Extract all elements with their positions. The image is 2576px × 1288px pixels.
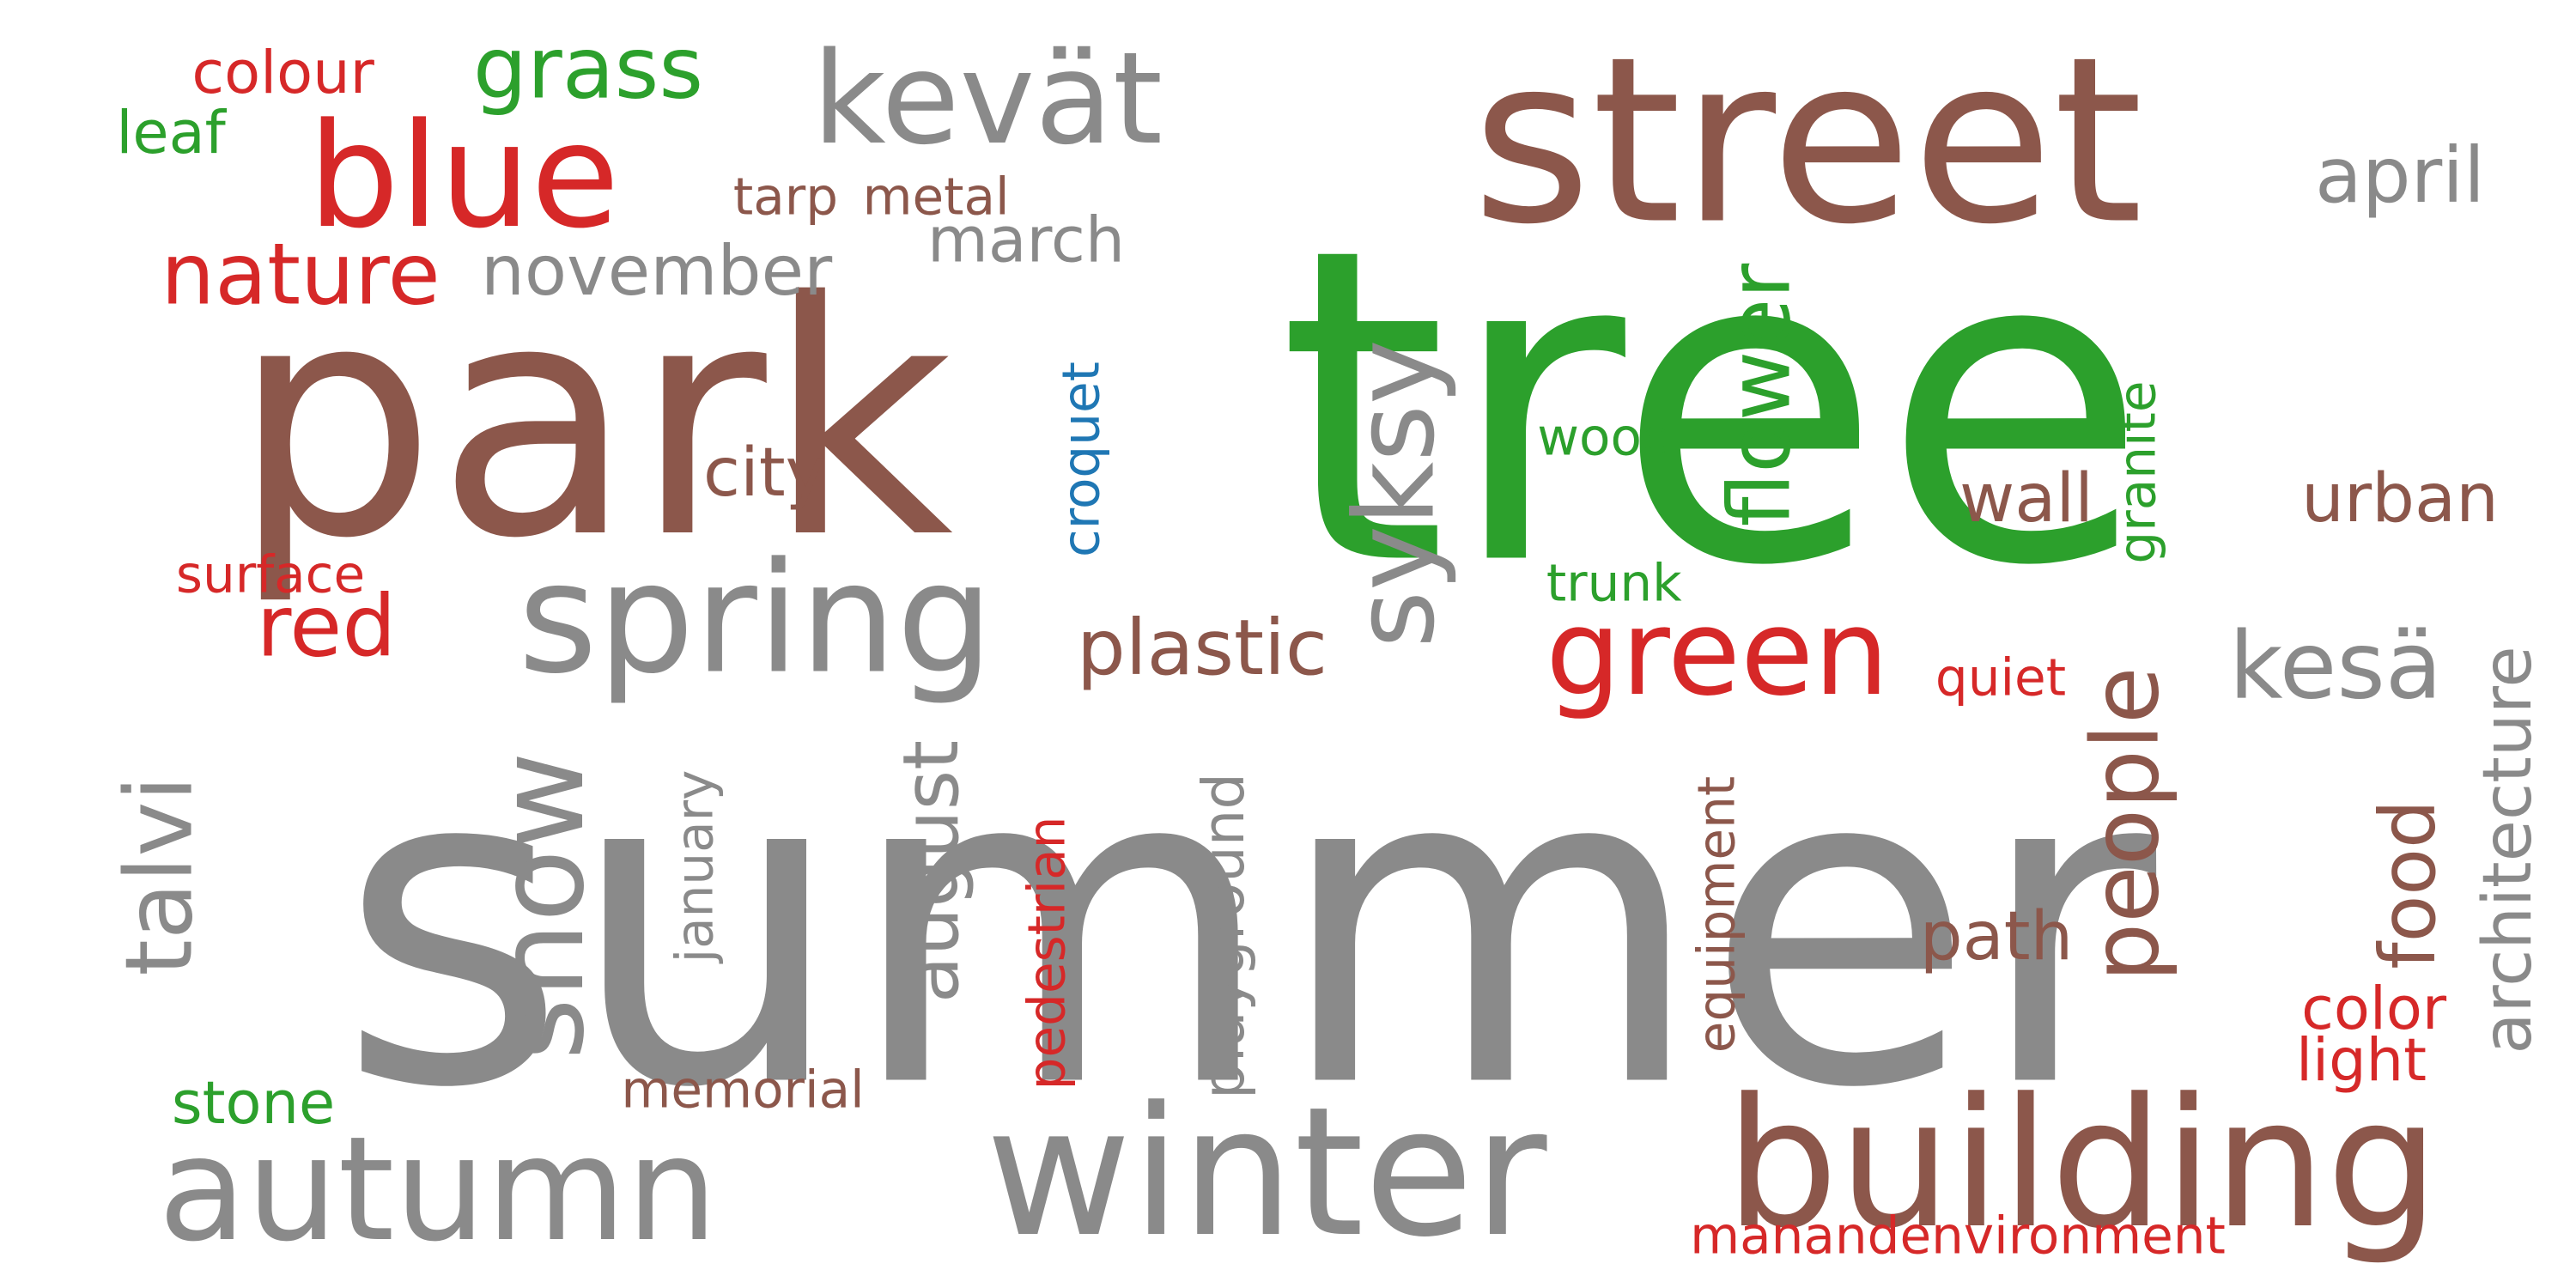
word-trunk: trunk <box>1546 555 1682 614</box>
word-winter: winter <box>986 1068 1547 1276</box>
word-talvi: talvi <box>105 775 214 975</box>
word-tree: tree <box>1278 156 2148 660</box>
word-color: color <box>2301 975 2447 1043</box>
word-november: november <box>481 230 833 311</box>
word-pedestrian: pedestrian <box>1018 817 1078 1091</box>
word-wood: wood <box>1537 409 1674 468</box>
word-food: food <box>2364 799 2453 969</box>
word-kevat: kevät <box>812 25 1163 173</box>
word-green: green <box>1546 583 1889 722</box>
word-manandenvironment: manandenvironment <box>1690 1207 2226 1267</box>
word-metal: metal <box>862 168 1009 228</box>
word-urban: urban <box>2301 459 2499 538</box>
word-autumn: autumn <box>158 1105 718 1273</box>
word-tarp: tarp <box>733 168 838 228</box>
word-path: path <box>1920 896 2074 975</box>
word-croquet: croquet <box>1053 361 1112 557</box>
word-red: red <box>257 578 397 677</box>
word-grass: grass <box>473 20 703 118</box>
word-city: city <box>703 433 825 512</box>
word-light: light <box>2296 1026 2427 1095</box>
word-equipment: equipment <box>1688 776 1747 1053</box>
word-august: august <box>887 740 976 1003</box>
word-flower: flower <box>1711 264 1810 527</box>
word-spring: spring <box>518 530 993 708</box>
word-stone: stone <box>172 1069 335 1138</box>
word-snow: snow <box>471 751 611 1060</box>
word-quiet: quiet <box>1935 649 2066 708</box>
word-granite: granite <box>2109 380 2168 563</box>
word-kesa: kesä <box>2229 611 2442 720</box>
word-january: january <box>666 770 726 965</box>
word-colour: colour <box>191 39 374 107</box>
word-park: park <box>232 233 954 609</box>
word-surface: surface <box>176 546 365 605</box>
word-memorial: memorial <box>621 1061 864 1121</box>
word-street: street <box>1472 9 2143 276</box>
word-april: april <box>2315 131 2485 221</box>
word-people: people <box>2071 666 2180 981</box>
word-building: building <box>1725 1060 2439 1267</box>
word-architecture: architecture <box>2468 646 2547 1054</box>
word-summer: summer <box>337 671 2160 1184</box>
word-syksy: syksy <box>1332 339 1460 648</box>
word-playground: playground <box>1190 773 1257 1099</box>
word-nature: nature <box>161 226 440 325</box>
word-blue: blue <box>307 92 619 260</box>
word-plastic: plastic <box>1077 604 1327 693</box>
word-wall: wall <box>1959 459 2093 538</box>
word-march: march <box>927 204 1125 277</box>
word-leaf: leaf <box>116 99 227 167</box>
